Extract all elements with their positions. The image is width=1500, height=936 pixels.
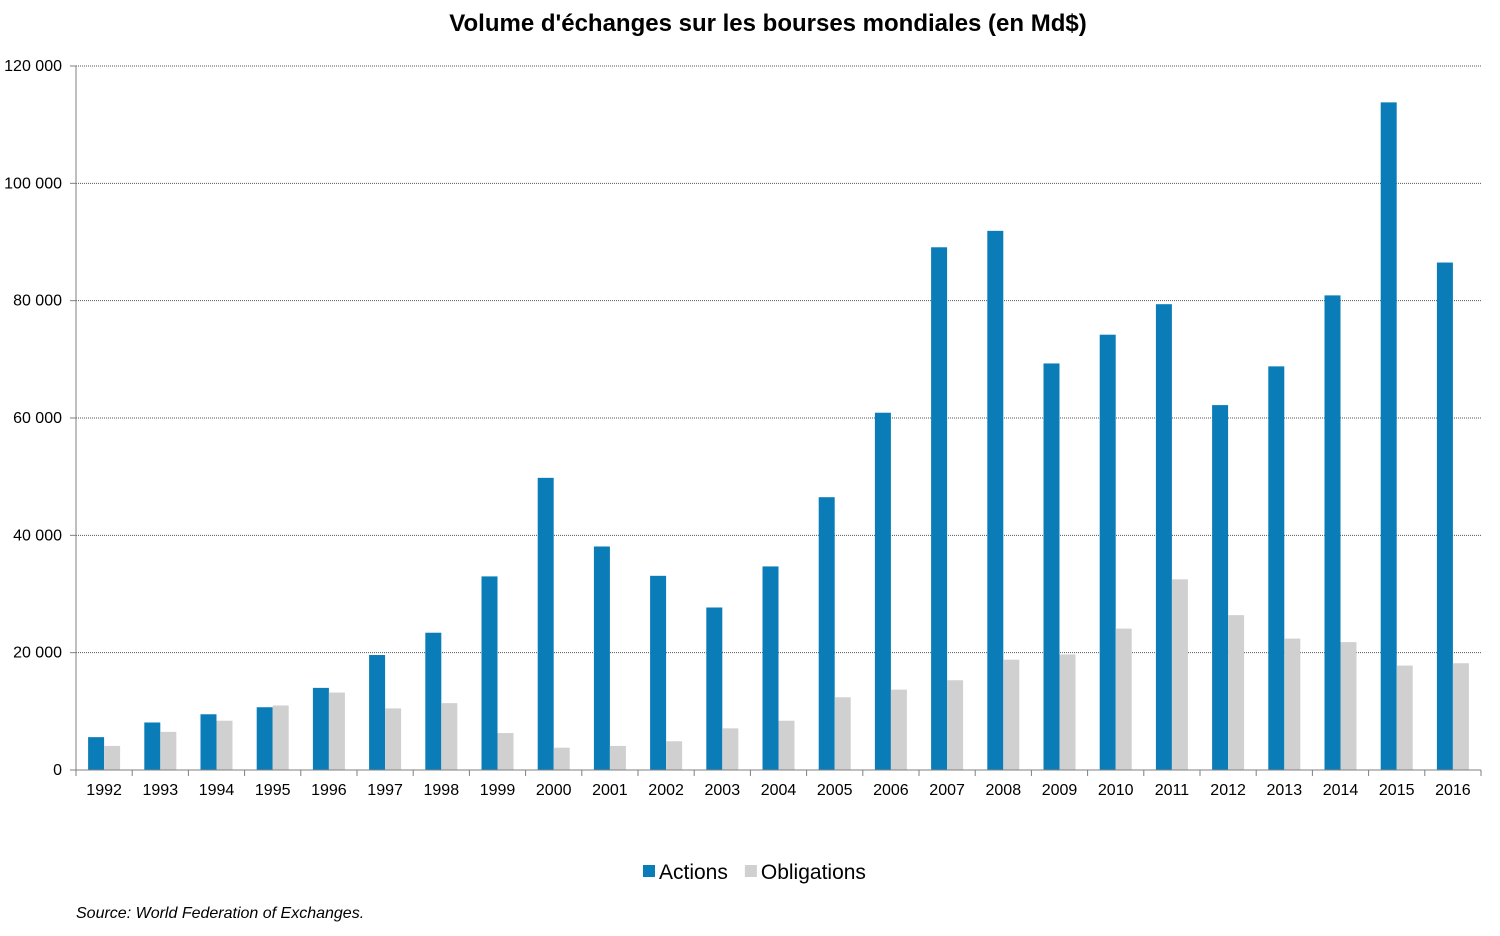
bar-actions-2013 <box>1268 366 1285 770</box>
x-tick-label: 2005 <box>817 782 853 799</box>
y-tick-label: 100 000 <box>4 175 62 192</box>
x-tick-label: 1997 <box>367 782 403 799</box>
bar-obligations-2010 <box>1115 628 1132 770</box>
bar-obligations-2006 <box>890 689 907 770</box>
x-tick-label: 1999 <box>480 782 516 799</box>
legend-swatch-actions <box>643 865 655 877</box>
x-tick-label: 2002 <box>648 782 684 799</box>
bar-actions-2007 <box>931 247 948 770</box>
bar-obligations-2005 <box>834 697 851 770</box>
x-tick-label: 2014 <box>1323 782 1359 799</box>
x-tick-label: 2007 <box>929 782 965 799</box>
bar-actions-2004 <box>762 566 779 770</box>
x-tick-label: 2010 <box>1098 782 1134 799</box>
x-tick-label: 1995 <box>255 782 291 799</box>
bar-actions-2005 <box>818 497 835 770</box>
legend-swatch-obligations <box>744 865 757 877</box>
y-tick-label: 120 000 <box>4 58 62 75</box>
bar-actions-1999 <box>481 576 498 770</box>
bar-obligations-1993 <box>160 731 177 770</box>
legend-label-actions: Actions <box>659 861 728 884</box>
bar-obligations-2004 <box>778 720 795 770</box>
bar-obligations-2008 <box>1003 659 1020 770</box>
bar-obligations-2013 <box>1284 638 1301 770</box>
bar-obligations-2001 <box>609 745 626 770</box>
bar-actions-1996 <box>312 687 329 770</box>
bar-obligations-2003 <box>722 728 739 770</box>
bar-obligations-2016 <box>1452 663 1469 770</box>
bar-obligations-2015 <box>1396 665 1413 770</box>
x-tick-label: 2015 <box>1379 782 1415 799</box>
y-tick-label: 40 000 <box>13 527 62 544</box>
bar-actions-2006 <box>874 412 891 770</box>
bar-obligations-1994 <box>216 720 233 770</box>
bar-obligations-1999 <box>497 733 514 770</box>
x-tick-label: 2006 <box>873 782 909 799</box>
x-tick-label: 2001 <box>592 782 628 799</box>
y-tick-label: 20 000 <box>13 645 62 662</box>
bar-actions-1993 <box>144 722 161 770</box>
bar-actions-2010 <box>1099 334 1116 770</box>
bar-actions-2000 <box>537 477 554 770</box>
bars <box>88 102 1469 770</box>
x-tick-label: 1992 <box>86 782 122 799</box>
bar-obligations-1998 <box>441 703 458 770</box>
x-tick-labels: 1992 1993 1994 1995 1996 1997 1998 1999 2000 2001… <box>86 782 1470 799</box>
source-note: Source: World Federation of Exchanges. <box>76 905 365 922</box>
y-tick-label: 80 000 <box>13 293 62 310</box>
x-tick-label: 2013 <box>1267 782 1303 799</box>
bar-actions-1995 <box>256 707 273 770</box>
bar-obligations-1995 <box>272 705 289 770</box>
legend-label-obligations: Obligations <box>761 861 866 884</box>
bar-actions-1992 <box>88 737 105 770</box>
bar-obligations-2011 <box>1171 579 1188 770</box>
x-tick-label: 1993 <box>143 782 179 799</box>
y-tick-label: 60 000 <box>13 410 62 427</box>
axes <box>70 65 1482 776</box>
x-tick-label: 2012 <box>1210 782 1246 799</box>
y-tick-labels: 0 20 000 40 000 60 000 80 000 100 000 120 000 <box>4 58 62 779</box>
chart-title: Volume d'échanges sur les bourses mondia… <box>449 10 1087 37</box>
bar-obligations-2007 <box>947 680 964 770</box>
bar-obligations-2012 <box>1228 615 1245 770</box>
y-tick-label: 0 <box>53 762 62 779</box>
bar-actions-2002 <box>650 575 667 770</box>
x-tick-label: 2004 <box>761 782 797 799</box>
bar-actions-2001 <box>593 546 610 770</box>
bar-obligations-2014 <box>1340 642 1357 770</box>
bar-actions-1997 <box>369 655 386 770</box>
gridlines <box>76 65 1481 654</box>
bar-actions-2014 <box>1324 295 1341 770</box>
bar-actions-2012 <box>1212 405 1229 770</box>
bar-actions-2008 <box>987 230 1004 770</box>
x-tick-label: 2008 <box>986 782 1022 799</box>
bar-actions-2015 <box>1380 102 1397 770</box>
x-tick-label: 2011 <box>1155 782 1190 799</box>
x-tick-label: 1994 <box>199 782 235 799</box>
bar-actions-1998 <box>425 632 442 770</box>
x-tick-label: 2000 <box>536 782 572 799</box>
bar-obligations-1997 <box>385 708 402 770</box>
x-tick-label: 2009 <box>1042 782 1078 799</box>
bar-actions-2016 <box>1436 262 1453 770</box>
bar-obligations-2009 <box>1059 654 1076 770</box>
bar-obligations-1992 <box>104 745 121 770</box>
bar-actions-2003 <box>706 607 723 770</box>
bar-actions-2011 <box>1155 304 1172 770</box>
x-tick-label: 1996 <box>311 782 347 799</box>
x-tick-label: 1998 <box>424 782 460 799</box>
bar-actions-2009 <box>1043 363 1060 770</box>
bar-actions-1994 <box>200 714 217 770</box>
bar-obligations-2002 <box>666 741 683 770</box>
x-tick-label: 2016 <box>1435 782 1471 799</box>
bar-obligations-2000 <box>553 747 570 770</box>
bar-obligations-1996 <box>328 692 345 770</box>
x-tick-label: 2003 <box>705 782 741 799</box>
legend: Actions Obligations <box>643 861 866 884</box>
